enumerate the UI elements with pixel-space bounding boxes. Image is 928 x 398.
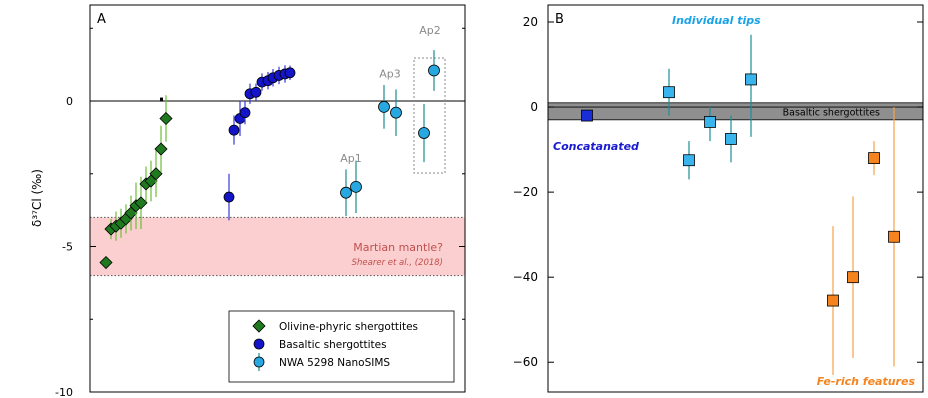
legend-box <box>228 310 455 383</box>
olivine-point <box>159 111 173 126</box>
band-fill <box>90 217 465 276</box>
group-label: Ap1 <box>340 152 362 165</box>
panel-b-y-ticks: 20 0 −20 −40 −60 <box>513 15 923 369</box>
basaltic-point <box>223 191 235 203</box>
olivine-point <box>134 196 148 210</box>
nanosims-point <box>428 64 440 77</box>
olivine-point <box>149 167 163 181</box>
y-tick-label: −20 <box>513 185 538 199</box>
y-tick-label: -5 <box>62 241 73 254</box>
panel-a-frame <box>89 4 466 393</box>
legend-label: Basaltic shergottites <box>279 339 387 351</box>
tips-point <box>745 73 757 86</box>
panel-a: Martian mantle? Shearer et al., (2018) 0 -… <box>30 4 466 398</box>
y-tick-label: 0 <box>530 100 538 114</box>
concat-point <box>581 109 593 122</box>
nanosims-point <box>378 100 390 113</box>
ap2-dotted-box <box>413 57 446 174</box>
legend-label: Olivine-phyric shergottites <box>279 321 418 333</box>
y-tick-label: 0 <box>66 95 73 108</box>
y-tick-label: −40 <box>513 270 538 284</box>
panel-b-frame <box>547 4 924 393</box>
nanosims-point <box>418 127 430 139</box>
panel-a-label: A <box>97 12 106 27</box>
group-label: Ap2 <box>419 24 441 37</box>
basaltic-point <box>239 107 251 119</box>
panel-a-data-marks: Ap1 Ap3 Ap2 <box>99 24 441 270</box>
legend-marker-nanosims <box>253 356 265 368</box>
annotation-fe-rich: Fe-rich features <box>817 375 916 388</box>
fe-point <box>847 271 859 284</box>
panel-b: Basaltic shergottites 20 0 −20 −40 −60 Indiv… <box>513 4 924 393</box>
basaltic-point <box>228 124 240 136</box>
olivine-point <box>154 142 168 156</box>
group-label: Ap3 <box>379 68 401 81</box>
nanosims-point <box>350 180 362 193</box>
legend-label: NWA 5298 NanoSIMS <box>279 357 390 369</box>
annotation-concatanated: Concatanated <box>553 140 639 153</box>
fe-point <box>827 294 839 307</box>
olivine-point <box>99 255 113 270</box>
y-tick-label: 20 <box>523 15 538 29</box>
panel-b-data-marks <box>581 34 900 375</box>
tips-point <box>683 154 695 167</box>
legend-marker-basaltic <box>253 338 265 350</box>
nanosims-point <box>340 186 352 199</box>
nanosims-point <box>390 106 402 119</box>
panel-b-label: B <box>555 12 564 27</box>
band-label: Martian mantle? <box>353 241 443 254</box>
tips-point <box>704 116 716 128</box>
legend-marker-olivine <box>252 319 266 333</box>
panel-b-annotations: Individual tips Concatanated Fe-rich featu… <box>553 14 915 388</box>
panel-a-legend: Olivine-phyric shergottites Basaltic sher… <box>228 310 455 383</box>
band-label: Basaltic shergottites <box>783 107 880 118</box>
basaltic-point <box>284 67 296 79</box>
panel-a-y-axis-title: δ³⁷Cl (‰) <box>30 169 44 227</box>
y-tick-label: −60 <box>513 355 538 369</box>
fe-point <box>888 230 900 243</box>
annotation-individual-tips: Individual tips <box>672 14 761 27</box>
panel-b-plot-area <box>548 5 923 392</box>
basaltic-point <box>250 86 262 98</box>
tips-point <box>725 133 737 145</box>
small-marker <box>160 97 163 102</box>
fe-point <box>868 152 880 164</box>
y-tick-label: -10 <box>55 386 73 398</box>
ap2-box <box>413 57 446 174</box>
tips-point <box>663 86 675 99</box>
martian-mantle-band: Martian mantle? Shearer et al., (2018) <box>90 216 465 277</box>
basaltic-shergottites-band: Basaltic shergottites <box>547 102 924 121</box>
band-citation: Shearer et al., (2018) <box>352 258 443 268</box>
